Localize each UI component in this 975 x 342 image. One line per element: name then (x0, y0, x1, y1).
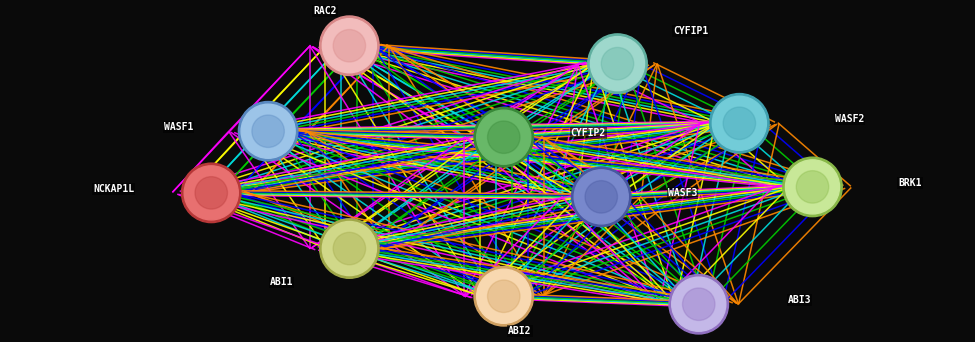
Text: CYFIP2: CYFIP2 (570, 128, 605, 138)
Ellipse shape (672, 277, 725, 331)
Ellipse shape (320, 16, 379, 76)
Ellipse shape (797, 171, 829, 203)
Ellipse shape (323, 222, 376, 276)
Text: ABI1: ABI1 (269, 277, 292, 287)
Ellipse shape (474, 107, 533, 167)
Text: ABI2: ABI2 (508, 326, 531, 336)
Ellipse shape (669, 275, 728, 334)
Text: BRK1: BRK1 (898, 178, 921, 188)
Ellipse shape (477, 269, 530, 323)
Ellipse shape (713, 96, 766, 150)
Ellipse shape (585, 181, 617, 213)
Ellipse shape (238, 102, 298, 161)
Ellipse shape (252, 115, 285, 147)
Ellipse shape (241, 104, 295, 158)
Ellipse shape (588, 34, 647, 93)
Ellipse shape (333, 232, 366, 265)
Ellipse shape (323, 19, 376, 73)
Ellipse shape (710, 93, 769, 153)
Text: CYFIP1: CYFIP1 (673, 26, 708, 36)
Text: WASF2: WASF2 (836, 114, 865, 124)
Ellipse shape (474, 266, 533, 326)
Ellipse shape (591, 37, 644, 91)
Text: NCKAP1L: NCKAP1L (94, 184, 135, 194)
Text: ABI3: ABI3 (788, 295, 811, 305)
Ellipse shape (786, 160, 839, 214)
Ellipse shape (571, 167, 631, 227)
Ellipse shape (783, 157, 842, 216)
Ellipse shape (181, 163, 241, 223)
Ellipse shape (488, 121, 520, 154)
Text: RAC2: RAC2 (313, 6, 336, 16)
Ellipse shape (488, 280, 520, 313)
Text: WASF3: WASF3 (668, 188, 697, 198)
Ellipse shape (682, 288, 715, 320)
Ellipse shape (574, 170, 628, 224)
Ellipse shape (723, 107, 756, 140)
Text: WASF1: WASF1 (164, 122, 193, 132)
Ellipse shape (477, 110, 530, 164)
Ellipse shape (333, 29, 366, 62)
Ellipse shape (320, 219, 379, 278)
Ellipse shape (184, 166, 238, 220)
Ellipse shape (195, 177, 227, 209)
Ellipse shape (602, 48, 634, 80)
